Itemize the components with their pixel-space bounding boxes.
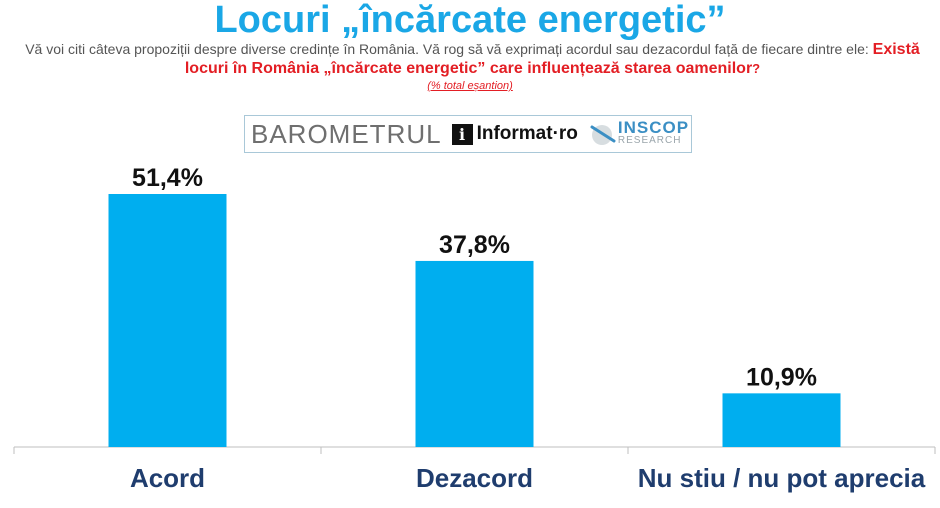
barometrul-logo: BAROMETRUL bbox=[251, 118, 442, 149]
informat-logo: i Informat · ro bbox=[451, 123, 578, 145]
bar bbox=[415, 260, 534, 447]
question-text: Există locuri în România „încărcate ener… bbox=[184, 41, 920, 77]
inscop-globe-icon bbox=[590, 125, 616, 145]
informat-i-icon: i bbox=[451, 123, 473, 145]
bar bbox=[722, 393, 841, 447]
category-label: Dezacord bbox=[416, 463, 533, 493]
data-label: 51,4% bbox=[132, 164, 203, 192]
data-label: 37,8% bbox=[439, 231, 510, 259]
category-label: Nu stiu / nu pot aprecia bbox=[638, 463, 926, 493]
sample-note: (% total eșantion) bbox=[427, 80, 513, 92]
inscop-logo: INSCOP RESEARCH bbox=[588, 119, 689, 147]
sponsor-logo-strip: BAROMETRUL i Informat · ro INSCOP RESEARCH bbox=[244, 115, 692, 153]
intro-text: Vă voi citi câteva propoziții despre div… bbox=[25, 41, 869, 57]
bar bbox=[108, 194, 227, 447]
question-mark: ? bbox=[752, 61, 761, 76]
chart-title: Locuri „încărcate energetic” bbox=[214, 0, 726, 41]
chart-subtitle: Vă voi citi câteva propoziții despre div… bbox=[10, 40, 935, 78]
category-label: Acord bbox=[130, 463, 205, 493]
data-label: 10,9% bbox=[746, 363, 817, 391]
